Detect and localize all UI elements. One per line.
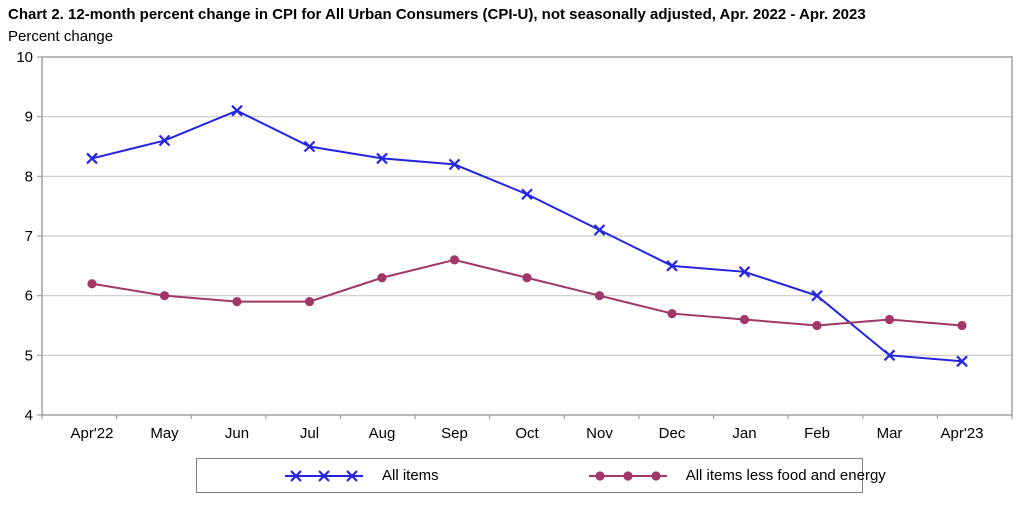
x-marker — [811, 289, 823, 302]
legend-x-marker — [318, 469, 330, 482]
x-tick-label: Feb — [804, 425, 830, 442]
x-tick-label: Oct — [515, 425, 539, 442]
x-tick-label: Dec — [659, 425, 686, 442]
x-marker — [666, 260, 678, 272]
core-line-marker-icon — [588, 470, 667, 481]
y-tick-label: 8 — [25, 168, 33, 185]
legend-x-marker — [346, 469, 358, 482]
legend-label-all-items: All items — [382, 467, 439, 484]
legend-x-marker — [290, 469, 302, 482]
x-marker — [376, 152, 388, 165]
y-tick-label: 10 — [16, 49, 33, 66]
chart-title: Chart 2. 12-month percent change in CPI … — [8, 6, 866, 23]
x-marker — [448, 158, 461, 171]
y-tick-label: 6 — [25, 288, 33, 305]
x-marker — [883, 349, 896, 362]
x-marker — [738, 266, 751, 278]
circle-marker — [957, 320, 967, 331]
legend-item-core: All items less food and energy — [587, 467, 886, 484]
legend-circle-marker — [651, 470, 661, 481]
y-tick-label: 5 — [25, 347, 33, 364]
y-axis-title: Percent change — [8, 28, 114, 45]
x-marker — [956, 355, 968, 368]
x-tick-label: Nov — [586, 425, 613, 442]
x-tick-label: Aug — [369, 425, 396, 442]
circle-marker — [667, 308, 677, 319]
x-marker — [158, 134, 171, 147]
x-tick-label: Jan — [732, 425, 756, 442]
legend-item-all-items: All items — [283, 467, 439, 484]
circle-marker — [232, 297, 242, 307]
x-marker — [593, 224, 606, 236]
legend: All items All items less food and energy — [196, 458, 886, 493]
circle-marker — [304, 297, 315, 307]
circle-marker — [87, 279, 97, 289]
x-tick-label: Jun — [225, 425, 249, 442]
circle-marker — [884, 314, 895, 325]
circle-marker — [594, 291, 605, 301]
y-tick-label: 7 — [25, 228, 33, 245]
legend-circle-marker — [595, 470, 605, 481]
legend-circle-marker — [623, 470, 633, 481]
line-chart-plot: 4 5 6 7 8 9 10 Apr'22 May Jun Jul Aug Sep Oct Nov Dec Ja… — [16, 49, 1013, 442]
circle-marker — [739, 314, 750, 325]
x-tick-label: Apr'22 — [71, 425, 114, 442]
x-marker — [303, 140, 316, 153]
y-tick-label: 4 — [25, 407, 33, 424]
x-marker — [86, 152, 98, 165]
x-tick-label: Sep — [441, 425, 468, 442]
x-tick-label: Jul — [300, 425, 319, 442]
x-tick-label: Apr'23 — [941, 425, 984, 442]
circle-marker — [377, 273, 387, 283]
all-items-line-marker-icon — [285, 469, 363, 482]
circle-marker — [812, 320, 822, 331]
circle-marker — [449, 255, 460, 265]
legend-label-core: All items less food and energy — [685, 467, 886, 484]
x-marker — [231, 104, 243, 117]
y-tick-label: 9 — [25, 109, 33, 126]
x-tick-label: Mar — [877, 425, 903, 442]
circle-marker — [522, 273, 532, 283]
series-line-1 — [91, 258, 963, 327]
x-marker — [521, 188, 533, 201]
circle-marker — [159, 291, 170, 301]
x-tick-label: May — [150, 425, 179, 442]
